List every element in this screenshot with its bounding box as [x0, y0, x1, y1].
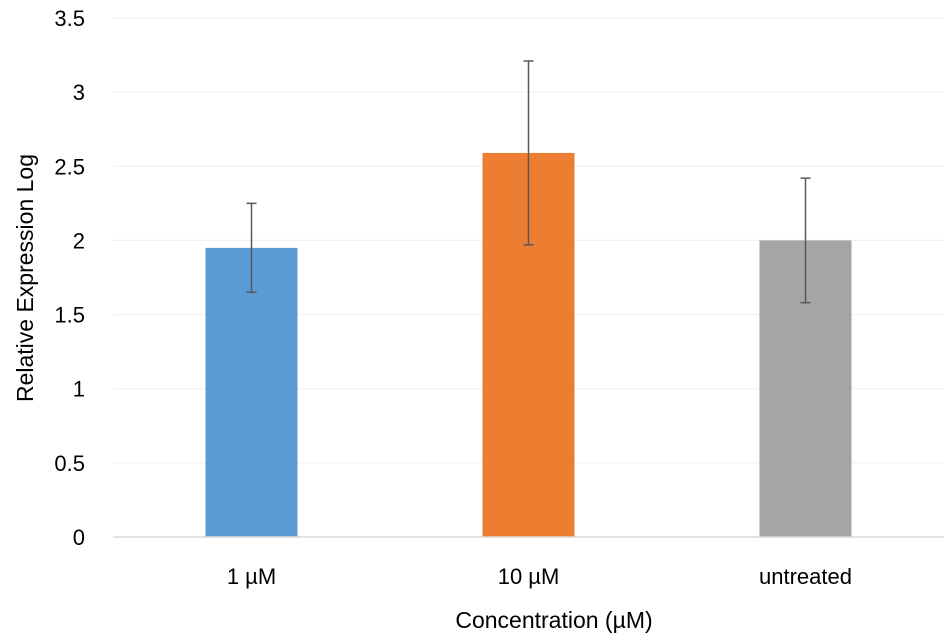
y-tick-label: 0 [73, 525, 85, 550]
y-tick-label: 0.5 [54, 451, 85, 476]
x-axis-title: Concentration (µM) [455, 607, 652, 633]
y-tick-label: 2 [73, 228, 85, 253]
y-tick-label: 3 [73, 80, 85, 105]
error-bars [246, 60, 811, 304]
x-tick-label: untreated [759, 564, 852, 589]
x-axis-tick-labels: 1 µM 10 µM untreated [227, 564, 852, 589]
y-tick-label: 3.5 [54, 6, 85, 31]
y-tick-label: 2.5 [54, 154, 85, 179]
y-axis-tick-labels: 0 0.5 1 1.5 2 2.5 3 3.5 [54, 6, 85, 550]
x-tick-label: 10 µM [498, 564, 560, 589]
y-tick-label: 1 [73, 377, 85, 402]
x-tick-label: 1 µM [227, 564, 276, 589]
y-tick-label: 1.5 [54, 303, 85, 328]
bar [205, 247, 298, 538]
error-bar [800, 177, 811, 304]
error-bar [246, 202, 257, 294]
y-axis-title: Relative Expression Log [12, 154, 38, 402]
error-bar [523, 60, 534, 246]
